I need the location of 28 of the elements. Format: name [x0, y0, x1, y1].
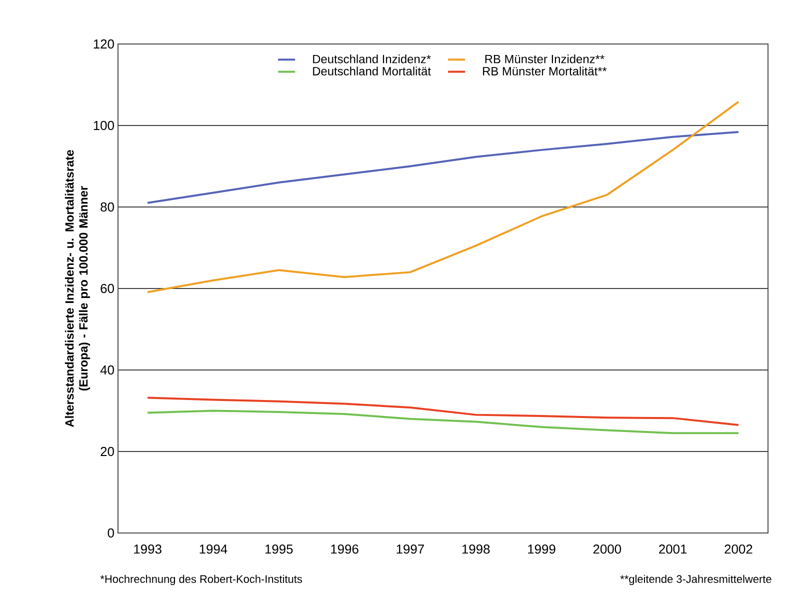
text: *Hochrechnung des Robert-Koch-Instituts — [100, 574, 302, 586]
x-tick-label: 1995 — [265, 544, 293, 554]
x-tick-label: 2000 — [593, 544, 622, 554]
y-tick-label: 80 — [100, 202, 114, 212]
legend-label: RB Münster Inzidenz** — [485, 54, 604, 64]
text: **gleitende 3-Jahresmittelwerte — [620, 574, 772, 586]
y-tick-label: 100 — [94, 120, 114, 130]
y-tick-label: 40 — [100, 365, 114, 375]
x-tick-label: 1994 — [200, 544, 228, 554]
y-tick-label: 120 — [94, 39, 114, 49]
line-series — [146, 410, 740, 434]
y-tick-label: 0 — [108, 528, 114, 538]
line-series — [146, 100, 740, 294]
legend-label: Deutschland Mortalität — [313, 66, 431, 76]
x-tick-label: 1993 — [134, 544, 162, 554]
y-tick-label: 20 — [100, 446, 114, 456]
y-tick-label: 60 — [100, 284, 114, 294]
line-series — [146, 131, 740, 204]
x-tick-label: 2002 — [724, 544, 752, 554]
legend-label: Deutschland Inzidenz* — [313, 54, 431, 64]
x-tick-label: 1998 — [462, 544, 490, 554]
x-tick-label: 1997 — [396, 544, 424, 554]
x-tick-label: 1996 — [331, 544, 358, 554]
legend-label: RB Münster Mortalität** — [483, 66, 607, 76]
x-tick-label: 2001 — [659, 544, 687, 554]
line-series — [146, 396, 740, 426]
y-axis-title: Altersstandardisierte Inzidenz- u. Mortalitätsrate (Europa) - Fälle pro 100.000 Männer — [64, 150, 90, 428]
x-tick-label: 1999 — [528, 544, 556, 554]
